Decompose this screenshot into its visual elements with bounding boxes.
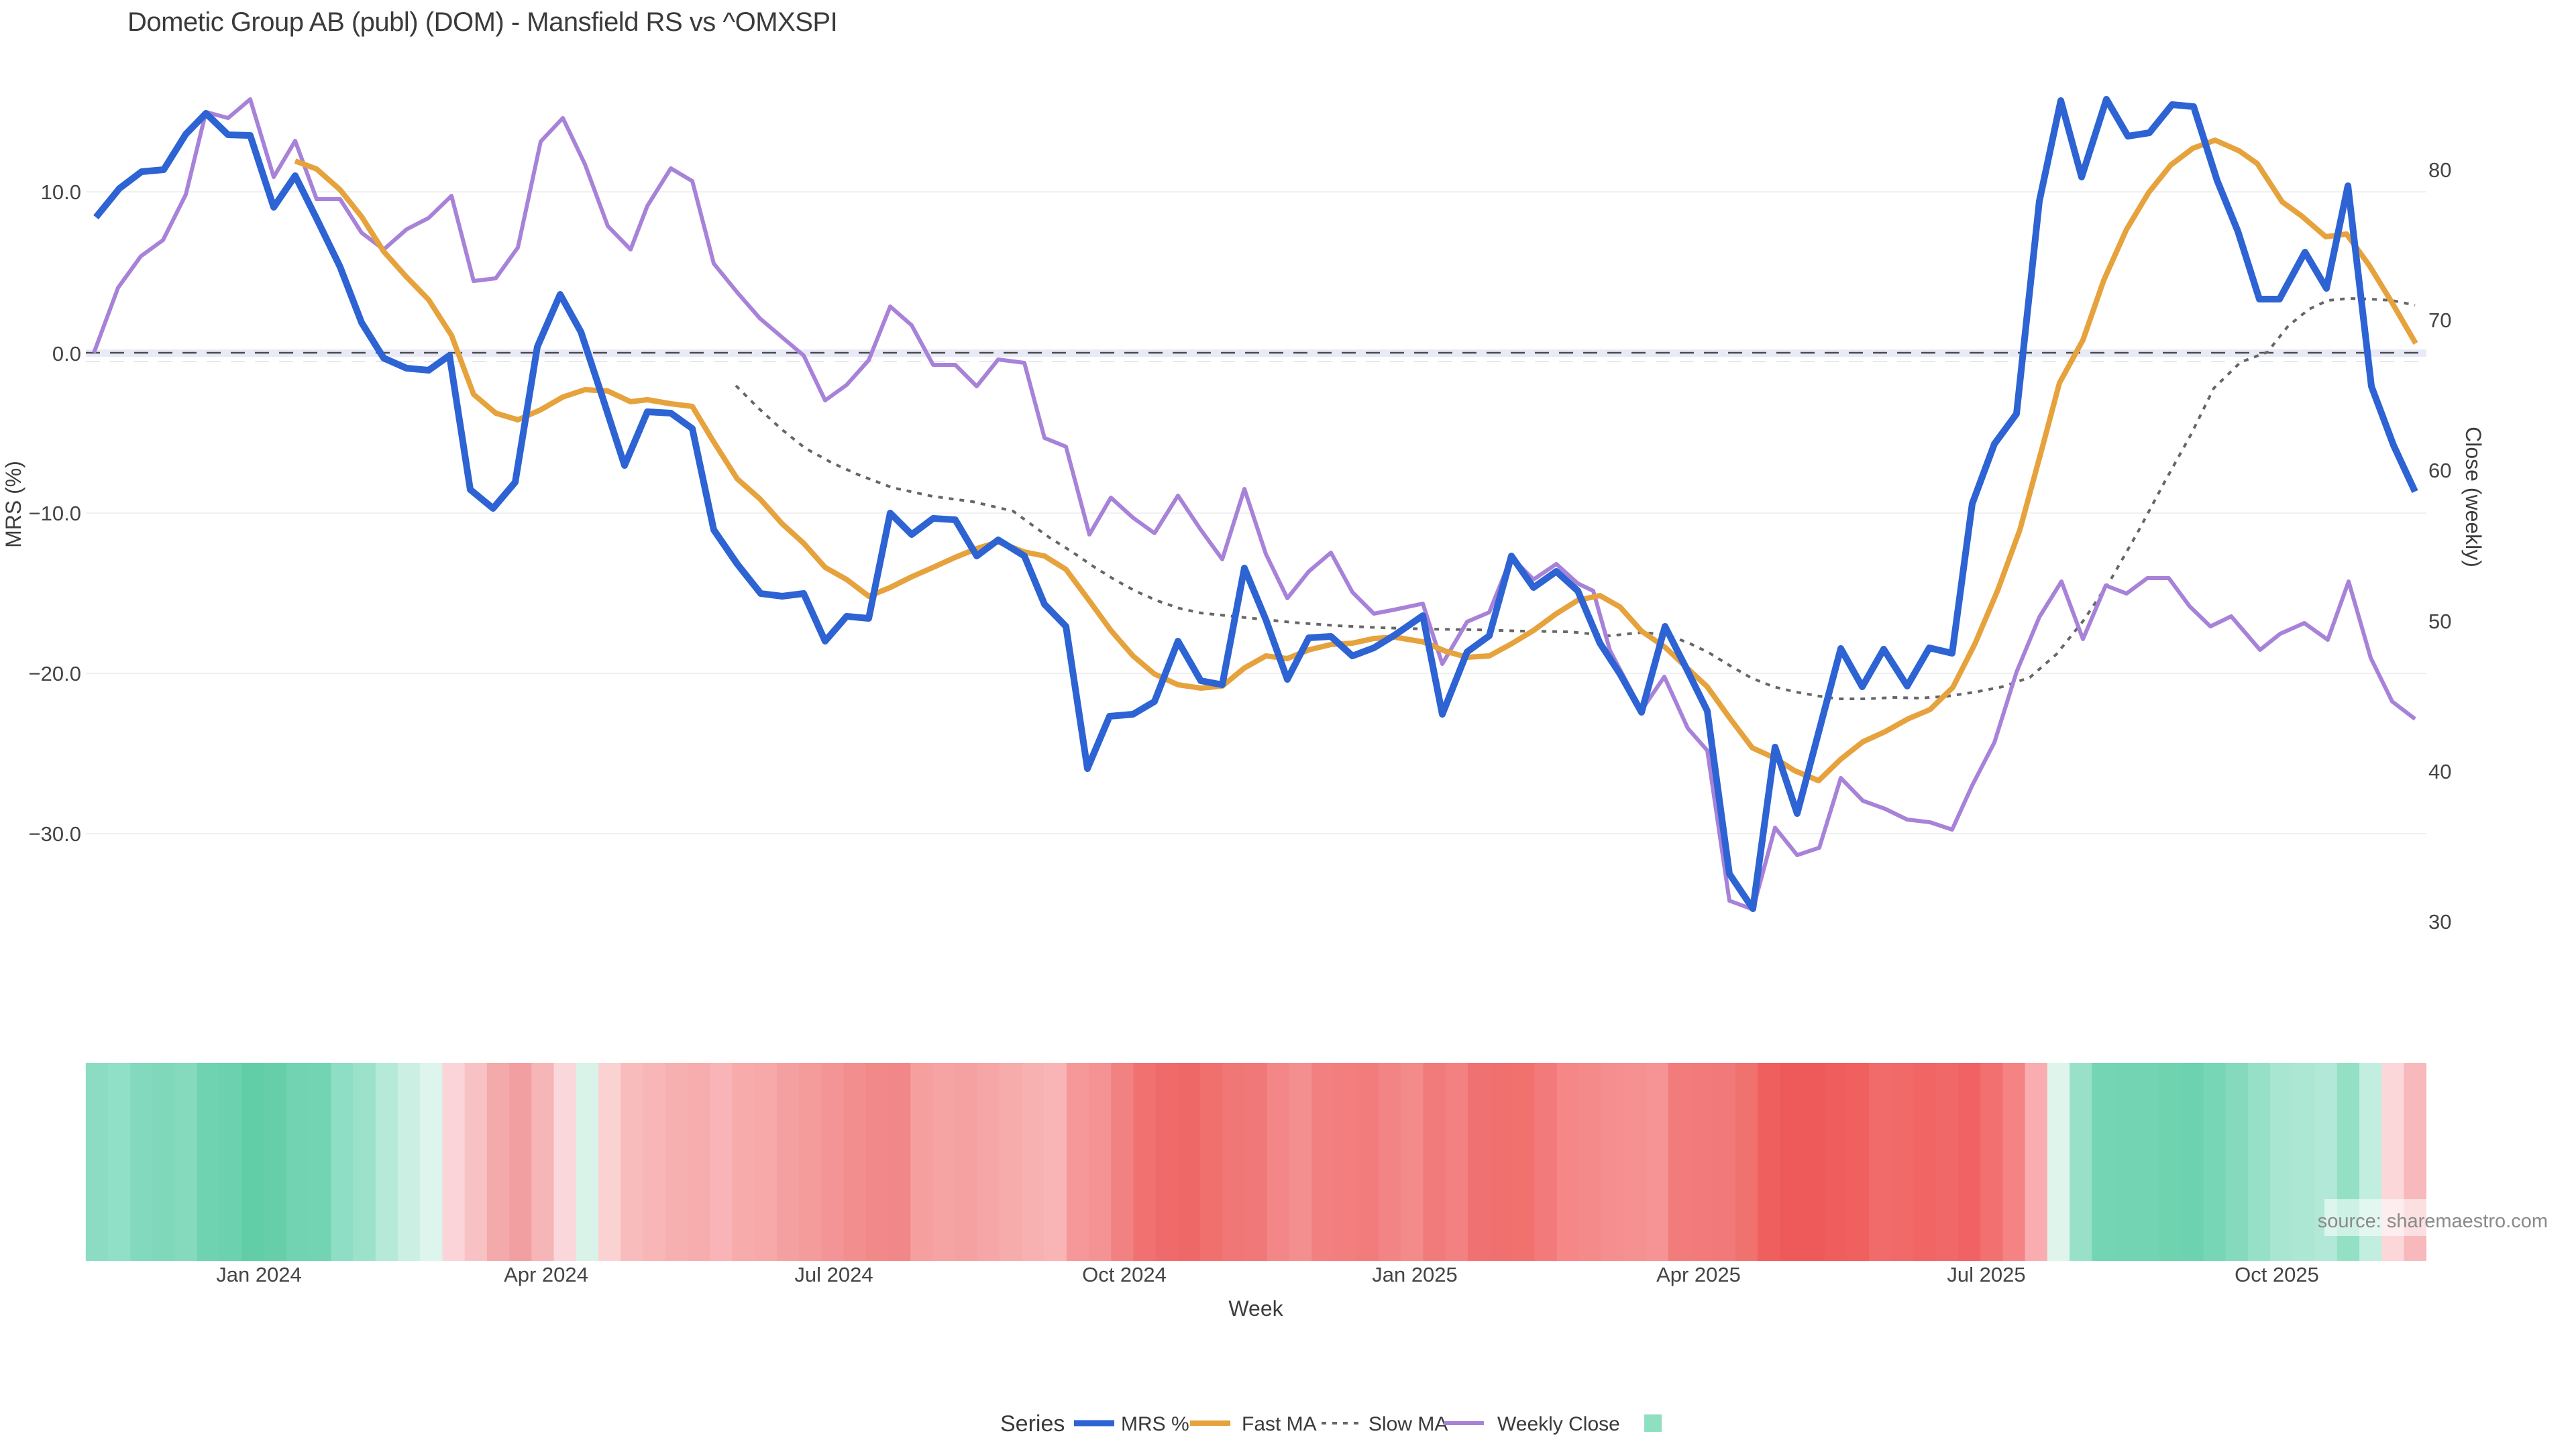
svg-text:Dometic Group AB (publ) (DOM): Dometic Group AB (publ) (DOM) - Mansfiel…: [127, 7, 837, 37]
svg-text:Fast MA: Fast MA: [1242, 1413, 1317, 1435]
svg-text:Jan 2024: Jan 2024: [216, 1263, 302, 1286]
svg-text:source: sharemaestro.com: source: sharemaestro.com: [2318, 1211, 2548, 1232]
svg-text:Weekly Close: Weekly Close: [1497, 1413, 1620, 1435]
svg-text:40: 40: [2428, 760, 2451, 783]
svg-text:−30.0: −30.0: [29, 822, 81, 846]
svg-text:Close (weekly): Close (weekly): [2461, 427, 2485, 567]
svg-text:Oct 2025: Oct 2025: [2235, 1263, 2319, 1286]
svg-text:Apr 2025: Apr 2025: [1656, 1263, 1741, 1286]
svg-text:Oct 2024: Oct 2024: [1082, 1263, 1167, 1286]
svg-text:Week: Week: [1228, 1296, 1283, 1321]
svg-text:MRS (%): MRS (%): [1, 461, 25, 548]
svg-text:Series: Series: [1000, 1411, 1065, 1437]
svg-text:50: 50: [2428, 610, 2451, 633]
svg-text:30: 30: [2428, 910, 2451, 934]
svg-text:80: 80: [2428, 158, 2451, 182]
svg-text:−20.0: −20.0: [29, 662, 81, 685]
svg-text:MRS %: MRS %: [1121, 1413, 1189, 1435]
svg-text:Jul 2025: Jul 2025: [1947, 1263, 2025, 1286]
svg-text:Jul 2024: Jul 2024: [794, 1263, 873, 1286]
svg-text:−10.0: −10.0: [29, 502, 81, 525]
svg-text:70: 70: [2428, 309, 2451, 332]
svg-text:Jan 2025: Jan 2025: [1372, 1263, 1458, 1286]
svg-text:60: 60: [2428, 459, 2451, 482]
svg-text:0.0: 0.0: [52, 342, 81, 366]
svg-text:10.0: 10.0: [41, 180, 81, 204]
svg-text:Apr 2024: Apr 2024: [504, 1263, 588, 1286]
svg-text:Slow MA: Slow MA: [1368, 1413, 1448, 1435]
